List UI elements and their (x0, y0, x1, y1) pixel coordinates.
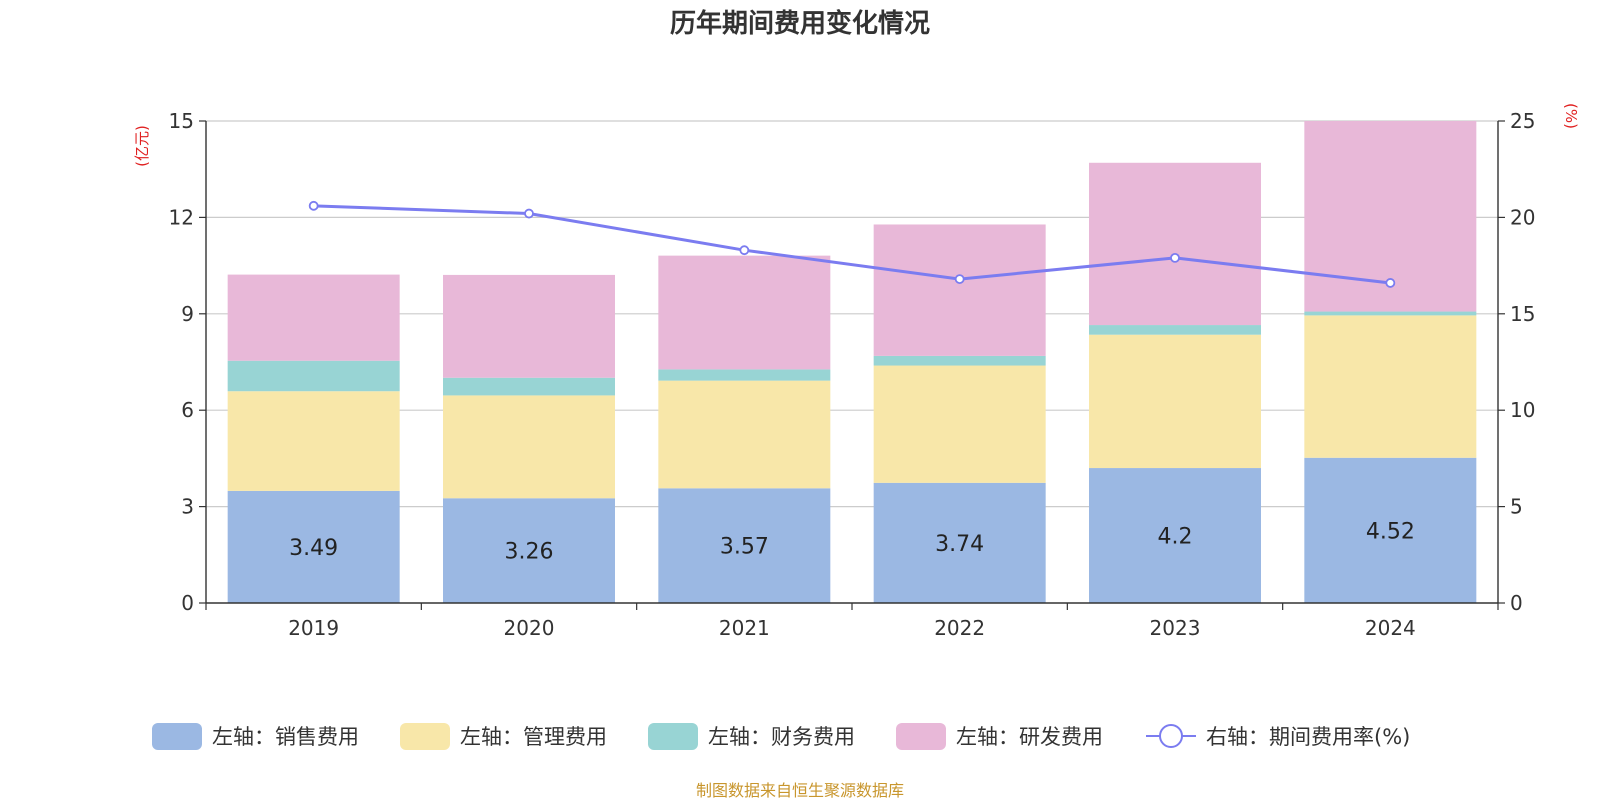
bar-segment (227, 391, 400, 491)
bar-segment (1304, 315, 1477, 458)
right-tick-label: 20 (1510, 205, 1535, 229)
data-labels: 3.49 3.26 3.57 3.74 4.2 4.52 (289, 519, 1415, 564)
rate-point (308, 200, 319, 211)
x-tick-label: 2022 (934, 616, 985, 640)
left-tick-label: 15 (169, 109, 194, 133)
axes: 0 3 6 9 12 15 0 5 10 15 20 25 2019 2020 2021 2022 2023 20… (169, 109, 1536, 640)
left-tick-label: 9 (181, 302, 194, 326)
bar-data-label: 4.52 (1366, 519, 1415, 544)
legend-swatch (400, 723, 450, 750)
legend-label: 左轴：财务费用 (708, 725, 855, 749)
bar-segment (658, 488, 831, 603)
rate-line-path (313, 204, 1391, 285)
legend-label: 左轴：研发费用 (956, 725, 1103, 749)
right-tick-label: 10 (1510, 398, 1535, 422)
bar-segment (1304, 457, 1477, 603)
left-axis-unit: (亿元) (133, 125, 151, 167)
legend-label: 左轴：管理费用 (460, 725, 607, 749)
left-tick-label: 12 (169, 205, 194, 229)
bar-segment (873, 365, 1046, 483)
legend-swatch (896, 723, 946, 750)
legend-item: 左轴：财务费用 (648, 723, 855, 750)
bar-data-label: 4.2 (1158, 525, 1193, 550)
bar-data-label: 3.74 (935, 532, 984, 557)
legend-item: 左轴：销售费用 (152, 723, 359, 750)
bar-segment (443, 395, 615, 499)
rate-point (1385, 278, 1396, 288)
bars (227, 121, 1477, 603)
legend-item: 右轴：期间费用率(%) (1146, 724, 1410, 749)
bar-segment (227, 274, 400, 361)
legend-item: 左轴：研发费用 (896, 723, 1103, 750)
bar-segment (443, 498, 615, 603)
bar-segment (873, 355, 1046, 366)
right-axis-unit: (%) (1562, 103, 1580, 129)
rate-point (739, 245, 750, 256)
bar-data-label: 3.49 (289, 536, 338, 561)
legend-label: 右轴：期间费用率(%) (1206, 725, 1410, 749)
right-tick-label: 5 (1510, 495, 1523, 519)
left-tick-label: 3 (181, 495, 194, 519)
bar-data-label: 3.26 (505, 540, 554, 565)
bar-segment (1089, 334, 1261, 469)
legend-swatch (648, 723, 698, 750)
bar-segment (1089, 325, 1261, 335)
legend-item: 左轴：管理费用 (400, 723, 607, 750)
bar-segment (1089, 162, 1261, 326)
bar-data-label: 3.57 (720, 535, 769, 560)
x-tick-label: 2019 (288, 616, 339, 640)
bar-segment (1304, 311, 1477, 316)
right-tick-label: 25 (1510, 109, 1535, 133)
bar-segment (1089, 468, 1261, 603)
bar-segment (873, 224, 1046, 356)
x-tick-label: 2024 (1365, 616, 1416, 640)
legend-marker (1159, 724, 1183, 748)
bar-segment (658, 255, 831, 370)
bar-segment (658, 380, 831, 489)
right-tick-label: 0 (1510, 591, 1523, 615)
left-tick-label: 0 (181, 591, 194, 615)
bar-segment (227, 360, 400, 392)
grid-lines (206, 120, 1498, 508)
right-tick-label: 15 (1510, 302, 1535, 326)
bar-segment (873, 482, 1046, 603)
x-tick-label: 2023 (1150, 616, 1201, 640)
rate-line (308, 200, 1396, 288)
rate-point (1170, 252, 1180, 263)
bar-segment (443, 377, 615, 396)
left-tick-label: 6 (181, 398, 194, 422)
chart-title: 历年期间费用变化情况 (670, 8, 930, 39)
x-tick-label: 2020 (504, 616, 555, 640)
legend-swatch (152, 723, 202, 750)
legend-label: 左轴：销售费用 (212, 725, 359, 749)
rate-point (524, 208, 534, 219)
bar-segment (658, 369, 831, 381)
rate-point (954, 274, 965, 284)
x-tick-label: 2021 (719, 616, 770, 640)
legend: 左轴：销售费用 左轴：管理费用 左轴：财务费用 左轴：研发费用 右轴：期间费用率(%) (152, 723, 1410, 750)
bar-segment (227, 490, 400, 603)
source-note: 制图数据来自恒生聚源数据库 (696, 781, 904, 800)
bar-segment (443, 274, 615, 378)
